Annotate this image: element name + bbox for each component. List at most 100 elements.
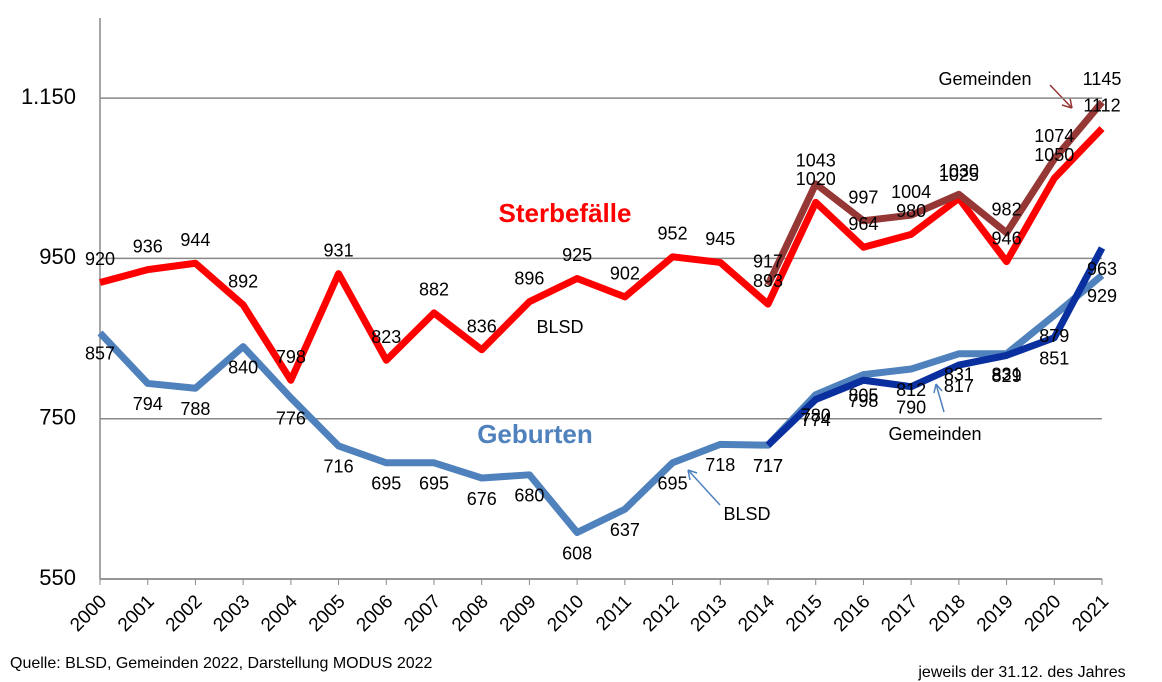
value-label: 893 bbox=[753, 271, 783, 291]
y-tick-label: 750 bbox=[39, 405, 76, 430]
value-label: 902 bbox=[610, 264, 640, 284]
value-label: 1004 bbox=[891, 182, 931, 202]
value-label: 823 bbox=[371, 327, 401, 347]
value-label: 964 bbox=[848, 214, 878, 234]
annotation: Gemeinden bbox=[888, 424, 981, 444]
x-tick-label: 2003 bbox=[209, 591, 254, 636]
value-label: 695 bbox=[419, 474, 449, 494]
y-tick-label: 1.150 bbox=[21, 84, 76, 109]
x-tick-label: 2009 bbox=[496, 591, 541, 636]
x-tick-label: 2019 bbox=[973, 591, 1018, 636]
x-tick-label: 2012 bbox=[639, 591, 684, 636]
x-tick-label: 2013 bbox=[687, 591, 732, 636]
y-tick-label: 950 bbox=[39, 244, 76, 269]
value-label: 892 bbox=[228, 272, 258, 292]
value-label: 774 bbox=[801, 410, 831, 430]
value-label: 917 bbox=[753, 252, 783, 272]
value-label: 1043 bbox=[796, 151, 836, 171]
value-label: 882 bbox=[419, 280, 449, 300]
y-tick-label: 550 bbox=[39, 565, 76, 590]
value-label: 718 bbox=[705, 455, 735, 475]
line bbox=[765, 246, 1106, 448]
x-tick-label: 2016 bbox=[830, 591, 875, 636]
x-tick-label: 2000 bbox=[66, 591, 111, 636]
x-tick-label: 2014 bbox=[734, 591, 779, 636]
value-label: 829 bbox=[992, 366, 1022, 386]
value-label: 925 bbox=[562, 245, 592, 265]
x-tick-label: 2008 bbox=[448, 591, 493, 636]
value-label: 717 bbox=[753, 456, 783, 476]
x-tick-label: 2007 bbox=[400, 591, 445, 636]
value-label: 980 bbox=[896, 201, 926, 221]
value-label: 1112 bbox=[1083, 95, 1120, 115]
value-label: 794 bbox=[133, 394, 163, 414]
value-label: 840 bbox=[228, 357, 258, 377]
value-label: 676 bbox=[467, 489, 497, 509]
value-label: 963 bbox=[1087, 259, 1117, 279]
value-label: 776 bbox=[276, 409, 306, 429]
value-label: 929 bbox=[1087, 286, 1117, 306]
arrow-head bbox=[933, 383, 943, 394]
value-label: 1050 bbox=[1034, 145, 1074, 165]
value-label: 608 bbox=[562, 543, 592, 563]
value-label: 1030 bbox=[939, 161, 979, 181]
annotation: BLSD bbox=[536, 317, 583, 337]
value-label: 717 bbox=[753, 456, 783, 476]
value-label: 817 bbox=[944, 376, 974, 396]
value-label: 945 bbox=[705, 229, 735, 249]
value-label: 1145 bbox=[1083, 69, 1122, 89]
value-label: 831 bbox=[944, 365, 974, 385]
annotation: Sterbefälle bbox=[499, 198, 632, 228]
x-tick-label: 2004 bbox=[257, 591, 302, 636]
value-label: 879 bbox=[1039, 326, 1069, 346]
x-tick-label: 2006 bbox=[353, 591, 398, 636]
x-tick-label: 2001 bbox=[114, 591, 159, 636]
value-label: 831 bbox=[992, 365, 1022, 385]
x-tick-label: 2018 bbox=[925, 591, 970, 636]
value-label: 1020 bbox=[796, 169, 836, 189]
value-label: 997 bbox=[848, 188, 878, 208]
x-tick-label: 2011 bbox=[592, 591, 636, 635]
line bbox=[764, 99, 1105, 287]
value-label: 798 bbox=[276, 347, 306, 367]
value-label: 952 bbox=[658, 224, 688, 244]
line bbox=[99, 126, 1105, 384]
arrow bbox=[1049, 84, 1073, 109]
value-label: 695 bbox=[658, 474, 688, 494]
value-label: 920 bbox=[85, 249, 115, 269]
annotation: BLSD bbox=[723, 504, 770, 524]
value-label: 805 bbox=[848, 385, 878, 405]
x-tick-label: 2002 bbox=[162, 591, 207, 636]
value-label: 812 bbox=[896, 380, 926, 400]
source: Quelle: BLSD, Gemeinden 2022, Darstellun… bbox=[10, 655, 433, 672]
value-label: 896 bbox=[514, 268, 544, 288]
value-label: 695 bbox=[371, 474, 401, 494]
value-label: 716 bbox=[324, 457, 354, 477]
value-label: 857 bbox=[85, 344, 115, 364]
arrow bbox=[935, 383, 945, 413]
x-tick-label: 2017 bbox=[877, 591, 922, 636]
value-label: 1074 bbox=[1034, 126, 1074, 146]
value-label: 780 bbox=[801, 405, 831, 425]
value-label: 790 bbox=[896, 397, 926, 417]
value-label: 680 bbox=[514, 486, 544, 506]
value-label: 982 bbox=[992, 200, 1022, 220]
value-label: 788 bbox=[180, 399, 210, 419]
x-tick-label: 2021 bbox=[1068, 591, 1113, 636]
value-label: 936 bbox=[133, 236, 163, 256]
value-label: 944 bbox=[180, 230, 210, 250]
value-label: 851 bbox=[1039, 349, 1069, 369]
value-label: 931 bbox=[324, 240, 354, 260]
value-label: 798 bbox=[848, 391, 878, 411]
arrow bbox=[687, 469, 721, 506]
value-label: 637 bbox=[610, 520, 640, 540]
x-tick-label: 2015 bbox=[782, 591, 827, 636]
line bbox=[97, 272, 1105, 537]
note: jeweils der 31.12. des Jahres bbox=[917, 664, 1125, 681]
arrow-head bbox=[687, 469, 698, 481]
annotation: Gemeinden bbox=[938, 69, 1031, 89]
x-tick-label: 2005 bbox=[305, 591, 350, 636]
value-label: 1025 bbox=[939, 165, 979, 185]
arrow-head bbox=[1061, 97, 1073, 109]
